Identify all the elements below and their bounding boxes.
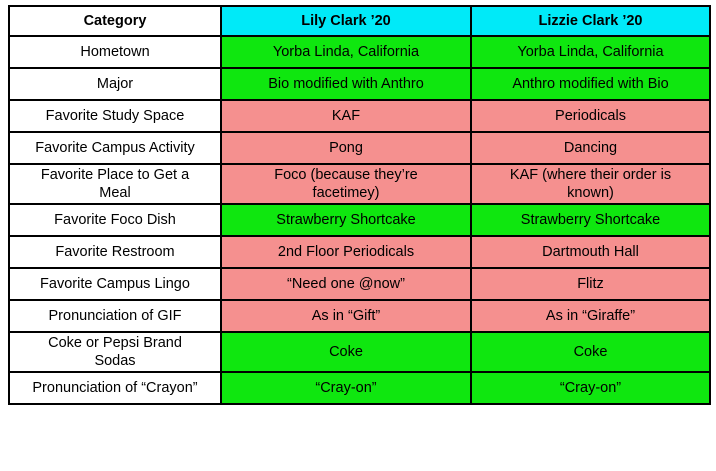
category-cell: Major (8, 67, 222, 101)
table-row: Pronunciation of “Crayon” “Cray-on” “Cray-… (8, 371, 711, 405)
table-row: Pronunciation of GIF As in “Gift” As in “G… (8, 299, 711, 333)
category-cell: Favorite Place to Get a Meal (8, 163, 222, 205)
table-row: Hometown Yorba Linda, California Yorba Lin… (8, 35, 711, 69)
category-cell: Favorite Campus Lingo (8, 267, 222, 301)
category-cell: Coke or Pepsi Brand Sodas (8, 331, 222, 373)
lizzie-cell: Dartmouth Hall (470, 235, 711, 269)
lizzie-cell: Yorba Linda, California (470, 35, 711, 69)
column-header-lizzie: Lizzie Clark ’20 (470, 5, 711, 37)
table-row: Favorite Campus Activity Pong Dancing (8, 131, 711, 165)
header-row: Category Lily Clark ’20 Lizzie Clark ’20 (8, 5, 711, 37)
lizzie-cell: Periodicals (470, 99, 711, 133)
category-cell: Pronunciation of GIF (8, 299, 222, 333)
lily-cell: Pong (220, 131, 472, 165)
lizzie-cell: Dancing (470, 131, 711, 165)
category-cell: Favorite Foco Dish (8, 203, 222, 237)
lizzie-cell: As in “Giraffe” (470, 299, 711, 333)
lily-cell: “Need one @now” (220, 267, 472, 301)
lily-cell: Yorba Linda, California (220, 35, 472, 69)
table-row: Favorite Campus Lingo “Need one @now” Flit… (8, 267, 711, 301)
lizzie-cell: KAF (where their order is known) (470, 163, 711, 205)
lizzie-cell: Strawberry Shortcake (470, 203, 711, 237)
category-cell: Favorite Restroom (8, 235, 222, 269)
lizzie-cell: “Cray-on” (470, 371, 711, 405)
table-row: Favorite Study Space KAF Periodicals (8, 99, 711, 133)
category-cell: Hometown (8, 35, 222, 69)
lizzie-cell: Anthro modified with Bio (470, 67, 711, 101)
comparison-table: Category Lily Clark ’20 Lizzie Clark ’20… (8, 5, 711, 405)
lily-cell: Bio modified with Anthro (220, 67, 472, 101)
category-cell: Pronunciation of “Crayon” (8, 371, 222, 405)
table-row: Favorite Restroom 2nd Floor Periodicals Da… (8, 235, 711, 269)
lizzie-cell: Flitz (470, 267, 711, 301)
lizzie-cell: Coke (470, 331, 711, 373)
lily-cell: 2nd Floor Periodicals (220, 235, 472, 269)
table-body: Hometown Yorba Linda, California Yorba Lin… (8, 35, 711, 405)
table-row: Major Bio modified with Anthro Anthro modi… (8, 67, 711, 101)
column-header-lily: Lily Clark ’20 (220, 5, 472, 37)
table-row: Coke or Pepsi Brand Sodas Coke Coke (8, 331, 711, 373)
lily-cell: As in “Gift” (220, 299, 472, 333)
lily-cell: KAF (220, 99, 472, 133)
lily-cell: Foco (because they’re facetimey) (220, 163, 472, 205)
category-cell: Favorite Study Space (8, 99, 222, 133)
column-header-category: Category (8, 5, 222, 37)
category-cell: Favorite Campus Activity (8, 131, 222, 165)
table-row: Favorite Foco Dish Strawberry Shortcake St… (8, 203, 711, 237)
lily-cell: Strawberry Shortcake (220, 203, 472, 237)
table-row: Favorite Place to Get a Meal Foco (becaus… (8, 163, 711, 205)
lily-cell: Coke (220, 331, 472, 373)
lily-cell: “Cray-on” (220, 371, 472, 405)
